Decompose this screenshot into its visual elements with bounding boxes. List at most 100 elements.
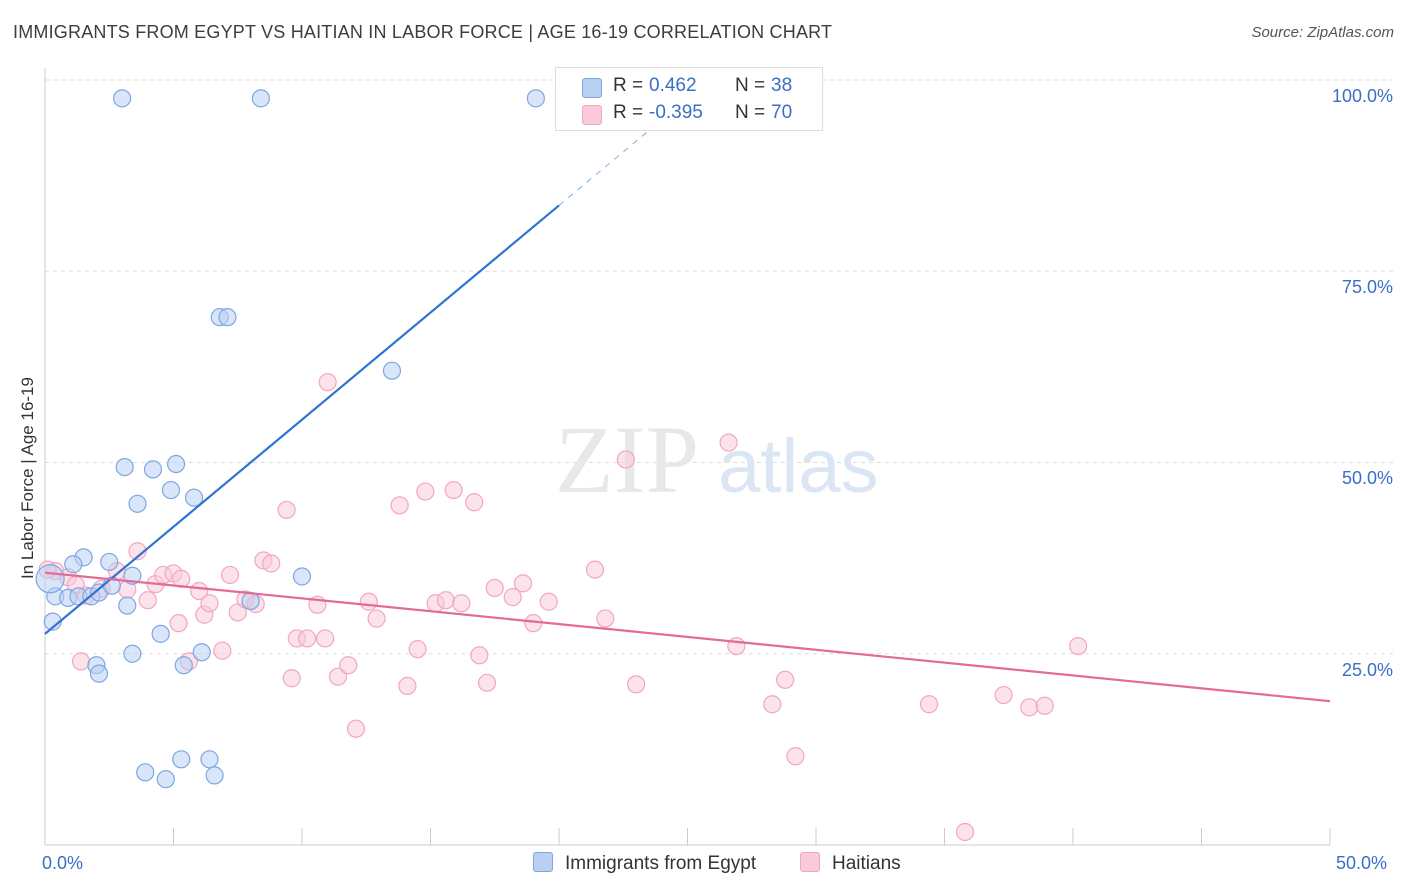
y-tick-50: 50.0% [1341, 468, 1393, 488]
legend-row-haiti: R = -0.395 N = 70 [556, 99, 822, 127]
haiti-point [318, 373, 337, 392]
y-tick-25: 25.0% [1341, 660, 1393, 680]
n-label: N = [735, 102, 766, 123]
haiti-point [200, 594, 219, 613]
haiti-trend-line [44, 571, 1331, 703]
haiti-swatch [582, 105, 602, 125]
n-label: N = [735, 75, 766, 96]
egypt-point [156, 770, 175, 789]
axes [44, 68, 1331, 846]
haiti-point [955, 822, 975, 842]
y-tick-75: 75.0% [1341, 277, 1393, 297]
egypt-point [241, 591, 260, 611]
haiti-point [1020, 698, 1039, 717]
haiti-point [316, 629, 335, 648]
egypt-point [89, 664, 109, 683]
egypt-point [172, 750, 191, 769]
haitians-points [38, 373, 1088, 842]
egypt-point [115, 457, 134, 477]
egypt-legend-swatch [533, 852, 553, 872]
n-value: 38 [771, 75, 793, 96]
egypt-trend-extension [558, 119, 663, 206]
egypt-point [174, 656, 193, 675]
haiti-point [994, 685, 1013, 705]
egypt-point [100, 552, 119, 572]
egypt-point [64, 555, 83, 574]
haiti-point [596, 609, 615, 628]
egypt-swatch [582, 78, 602, 98]
haiti-point [470, 646, 489, 665]
watermark-atlas: atlas [718, 424, 879, 509]
haiti-point [503, 588, 522, 607]
haiti-point [539, 592, 558, 611]
egypt-point [292, 567, 312, 586]
egypt-legend-label: Immigrants from Egypt [565, 853, 757, 874]
haiti-point [1035, 696, 1054, 715]
egypt-point [118, 596, 137, 615]
haiti-point [485, 578, 504, 598]
haiti-point [220, 565, 240, 585]
haiti-point [390, 496, 409, 515]
haiti-point [169, 614, 188, 633]
legend-egypt: Immigrants from Egypt [533, 852, 756, 875]
trend-lines [44, 119, 1331, 703]
haiti-point [282, 669, 301, 688]
haiti-point [763, 695, 782, 714]
haiti-legend-label: Haitians [832, 853, 901, 874]
watermark: ZIP atlas [555, 406, 879, 513]
haiti-point [339, 656, 358, 675]
x-tick-min: 0.0% [42, 853, 84, 873]
r-value: -0.395 [649, 102, 703, 123]
haiti-point [444, 480, 463, 500]
egypt-point [218, 308, 237, 327]
haiti-point [328, 667, 348, 686]
n-value: 70 [771, 102, 793, 123]
egypt-point [123, 644, 142, 663]
haiti-point [719, 433, 738, 452]
haiti-point [408, 640, 427, 659]
egypt-point [382, 361, 402, 380]
r-label: R = [613, 102, 644, 123]
haiti-point [477, 673, 497, 692]
egypt-point [251, 89, 270, 108]
haiti-point [919, 695, 939, 714]
haiti-point [416, 482, 435, 501]
r-value: 0.462 [649, 75, 697, 96]
haiti-point [585, 560, 605, 579]
x-tick-max: 50.0% [1336, 853, 1388, 873]
haiti-point [1069, 636, 1088, 656]
chart-title: IMMIGRANTS FROM EGYPT VS HAITIAN IN LABO… [13, 22, 833, 42]
gridlines [45, 79, 1395, 655]
haiti-point [213, 641, 232, 660]
haiti-point [465, 493, 484, 512]
y-tick-100: 100.0% [1331, 86, 1393, 106]
egypt-point [184, 488, 204, 507]
egypt-point [128, 494, 147, 513]
haiti-point [398, 676, 417, 695]
haiti-point [436, 591, 456, 610]
haiti-point [298, 629, 317, 648]
haiti-point [626, 675, 646, 694]
haiti-point [277, 500, 296, 520]
source-credit: Source: ZipAtlas.com [1251, 24, 1394, 41]
egypt-point [205, 766, 224, 785]
haiti-point [262, 554, 281, 573]
haiti-point [346, 719, 366, 738]
haiti-point [71, 652, 91, 671]
egypt-point [161, 480, 181, 500]
y-axis-label: In Labor Force | Age 16-19 [18, 377, 37, 579]
haiti-point [616, 450, 635, 469]
egypt-trend-line [44, 204, 560, 635]
egypt-point [151, 624, 170, 643]
legend-row-egypt: R = 0.462 N = 38 [556, 72, 822, 100]
r-label: R = [613, 75, 644, 96]
haiti-point [452, 594, 471, 613]
haiti-legend-swatch [800, 852, 820, 872]
egypt-point [112, 89, 132, 108]
egypt-point [136, 763, 155, 782]
haiti-point [776, 670, 795, 689]
egypt-points [35, 89, 545, 789]
egypt-point [35, 564, 65, 594]
haiti-point [138, 591, 157, 610]
haiti-point [367, 609, 386, 628]
